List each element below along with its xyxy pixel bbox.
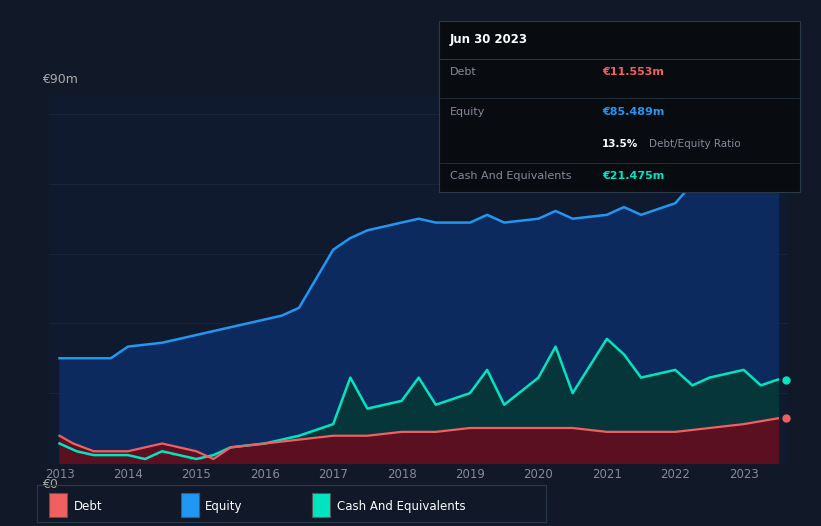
Text: Equity: Equity [450,106,485,117]
Text: €21.475m: €21.475m [602,171,664,181]
Text: Debt: Debt [450,67,477,77]
Text: €0: €0 [42,478,57,491]
Text: 13.5%: 13.5% [602,139,638,149]
Text: €90m: €90m [42,73,78,86]
Text: €85.489m: €85.489m [602,106,664,117]
Text: Debt/Equity Ratio: Debt/Equity Ratio [649,139,741,149]
Text: €11.553m: €11.553m [602,67,663,77]
Text: Jun 30 2023: Jun 30 2023 [450,33,528,46]
Text: Cash And Equivalents: Cash And Equivalents [337,500,466,512]
Text: Debt: Debt [74,500,103,512]
Text: Cash And Equivalents: Cash And Equivalents [450,171,571,181]
Text: Equity: Equity [205,500,243,512]
